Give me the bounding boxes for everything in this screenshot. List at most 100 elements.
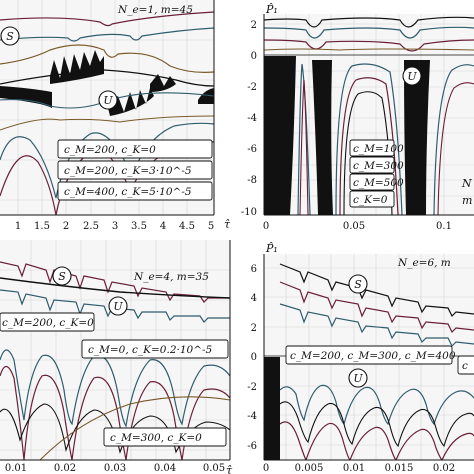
legend: c_M=100 c_M=300 c_M=500 c_K=0 (349, 139, 404, 208)
line-teal-mid (0, 92, 214, 109)
band-5 (198, 88, 214, 104)
band-2 (312, 60, 333, 215)
legend-entry: c_M=100 (353, 143, 404, 155)
tick-label: 0.05 (343, 221, 365, 232)
y-tick-labels: 6 4 2 0 -2 -4 -6 (247, 264, 257, 452)
tick-label: -6 (247, 441, 257, 452)
legend-entry: c_M=300, c_K=0 (110, 432, 202, 444)
tick-label: 0.005 (295, 463, 324, 474)
x-tick-labels: 0.01 0.02 0.03 0.04 0.05 (5, 463, 225, 474)
tick-label: -2 (247, 382, 257, 393)
legend-entry: c_M=500 (353, 177, 404, 189)
legend: c_M=200, c_K=0 c_M=0, c_K=0.2·10^-5 c_M=… (0, 312, 229, 447)
tick-label: 4 (160, 221, 166, 232)
line-black-top (264, 16, 474, 28)
x-tick-labels: 0 0.05 0.1 (263, 221, 452, 232)
tick-label: 0.04 (154, 463, 176, 474)
line-teal-top (0, 27, 214, 42)
line-maroon-top (279, 281, 474, 334)
x-tick-labels: 0 0.005 0.01 0.015 0.02 (263, 463, 455, 474)
panel-top-left: S U N_e=1, m=45 c_M=200, c_K=0 c_M=200, … (0, 0, 231, 232)
panel-title: N_e=4, m=35 (133, 271, 209, 283)
tick-label: 0.1 (436, 221, 452, 232)
tick-label: -6 (247, 144, 257, 155)
tick-label: -2 (247, 82, 257, 93)
legend-entry: c_M=200, c_K=3·10^-5 (64, 165, 192, 177)
region-badge-unstable: U (402, 66, 422, 86)
tick-label: 3 (112, 221, 118, 232)
line-maroon-lobes (0, 365, 230, 460)
series (0, 261, 230, 460)
line-teal-lobes (0, 349, 230, 428)
band-3 (404, 60, 430, 215)
y-tick-labels: 2 0 -2 -4 -6 -8 -10 (241, 20, 257, 218)
legend-entry: c_M=300 (353, 160, 404, 172)
x-tick-labels: 1 1.5 2 2.5 3 3.5 4 4.5 5 (15, 221, 214, 232)
band-2 (50, 50, 104, 84)
series (264, 16, 474, 215)
band-1 (264, 357, 280, 460)
tick-label: -8 (247, 175, 257, 186)
region-badge-unstable: U (108, 296, 128, 316)
region-badge-stable: S (348, 274, 368, 294)
tick-label: 2 (63, 221, 69, 232)
legend: c_M=200, c_K=0 c_M=200, c_K=3·10^-5 c_M=… (57, 139, 213, 201)
legend-entry: c_M=400, c_K=5·10^-5 (64, 186, 192, 198)
svg-text:S: S (58, 270, 66, 283)
side-label: m (462, 194, 472, 207)
legend-entry: c (462, 360, 468, 372)
tick-label: 0.03 (104, 463, 126, 474)
tick-label: 0.02 (54, 463, 76, 474)
svg-text:U: U (103, 94, 113, 107)
line-maroon-left (299, 79, 309, 215)
tick-label: 0 (263, 221, 269, 232)
legend-entry: c_K=0 (353, 194, 388, 206)
line-brown-lobes (0, 115, 214, 131)
tick-label: -10 (241, 207, 257, 218)
line-maroon-top (0, 11, 214, 27)
panel-bottom-right: S U N_e=6, m c_M=200, c_M=300, c_M=400 c… (247, 242, 474, 474)
legend-entry: c_M=200, c_K=0 (2, 317, 94, 329)
tick-label: 0 (263, 463, 269, 474)
panel-bottom-left: S U N_e=4, m=35 c_M=200, c_K=0 c_M=0, c_… (0, 240, 233, 474)
y-axis-label: P̂₁ (265, 3, 278, 16)
line-black-lobes (279, 401, 474, 448)
panel-title: N_e=1, m=45 (117, 4, 193, 16)
series (264, 263, 474, 460)
line-maroon-top (0, 261, 230, 303)
tick-label: 0.01 (5, 463, 27, 474)
line-black-mid (0, 69, 214, 87)
line-teal-left (297, 63, 311, 215)
legend-entry: c_M=0, c_K=0.2·10^-5 (88, 344, 213, 356)
svg-text:U: U (353, 372, 363, 385)
line-teal-lobes (0, 122, 214, 199)
tick-label: 2 (251, 323, 257, 334)
tick-label: 0.02 (433, 463, 455, 474)
band-1 (264, 56, 296, 215)
tick-label: 3.5 (131, 221, 147, 232)
tick-label: 4.5 (179, 221, 195, 232)
line-black-top (0, 277, 230, 299)
tick-label: 0.05 (203, 463, 225, 474)
region-badge-unstable: U (348, 368, 368, 388)
line-teal-lobes (279, 384, 474, 426)
line-black-top (279, 263, 474, 318)
svg-text:S: S (354, 278, 362, 291)
tick-label: -4 (247, 411, 257, 422)
x-axis-label: τ̂ (226, 464, 233, 474)
y-axis-label: P̂₁ (265, 242, 278, 255)
tick-label: 0 (251, 352, 257, 363)
legend: c_M=200, c_M=300, c_M=400 c (285, 345, 474, 375)
region-badge-stable: S (52, 266, 72, 286)
line-maroon-top (264, 39, 474, 52)
line-teal-top (279, 303, 474, 348)
tick-label: 2.5 (83, 221, 99, 232)
tick-label: 2 (251, 20, 257, 31)
tick-label: 1.5 (34, 221, 50, 232)
panel-title: N_e=6, m (397, 257, 451, 269)
tick-label: 0.01 (343, 463, 365, 474)
svg-text:U: U (407, 70, 417, 83)
line-maroon-right (437, 82, 474, 215)
legend-entry: c_M=200, c_K=0 (64, 144, 156, 156)
